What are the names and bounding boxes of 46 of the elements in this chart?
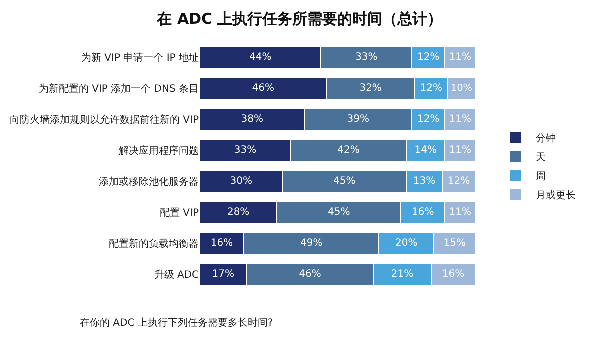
data-label: 45% (334, 176, 356, 187)
data-label: 11% (449, 145, 472, 156)
data-label: 39% (347, 114, 370, 125)
data-label: 49% (300, 238, 323, 249)
data-label: 20% (396, 238, 418, 249)
data-label: 17% (212, 269, 235, 280)
data-label: 12% (418, 114, 440, 125)
data-label: 32% (360, 83, 382, 94)
data-label: 33% (356, 52, 378, 63)
data-label: 12% (420, 83, 443, 94)
data-label: 45% (328, 207, 350, 218)
data-label: 11% (449, 52, 472, 63)
y-tick-label: 向防火墙添加规则以允许数据前往新的 VIP (10, 114, 199, 126)
chart-title: 在 ADC 上执行任务所需要的时间（总计） (156, 10, 443, 28)
y-tick-label: 配置 VIP (160, 207, 199, 219)
data-label: 42% (338, 145, 360, 156)
data-label: 14% (414, 145, 438, 156)
data-label: 15% (444, 238, 466, 249)
y-tick-label: 添加或移除池化服务器 (99, 176, 199, 188)
data-label: 16% (412, 207, 434, 218)
data-label: 12% (448, 176, 470, 187)
y-tick-label: 升级 ADC (154, 269, 200, 281)
legend-label: 月或更长 (536, 189, 576, 202)
text: 在你的 ADC 上执行下列任务需要多长时间? (80, 317, 274, 329)
data-label: 46% (299, 269, 322, 280)
legend-label: 分钟 (536, 132, 556, 144)
data-label: 16% (442, 269, 465, 280)
data-label: 30% (230, 176, 252, 187)
legend-label: 周 (536, 171, 546, 182)
data-label: 10% (450, 82, 472, 94)
data-label: 28% (227, 207, 250, 218)
data-label: 11% (449, 114, 472, 125)
data-label: 33% (234, 145, 257, 156)
y-tick-label: 配置新的负载均衡器 (109, 238, 199, 250)
data-label: 12% (418, 52, 440, 63)
data-label: 13% (413, 176, 436, 187)
data-label: 21% (391, 269, 414, 280)
y-tick-label: 为新配置的 VIP 添加一个 DNS 条目 (38, 83, 199, 95)
y-tick-label: 为新 VIP 申请一个 IP 地址 (81, 52, 199, 64)
data-label: 46% (252, 83, 274, 94)
legend-label: 天 (536, 152, 546, 164)
data-label: 44% (249, 52, 272, 63)
data-label: 16% (210, 238, 234, 249)
data-label: 11% (449, 207, 472, 218)
y-tick-label: 解决应用程序问题 (119, 145, 199, 157)
data-label: 38% (241, 114, 264, 125)
